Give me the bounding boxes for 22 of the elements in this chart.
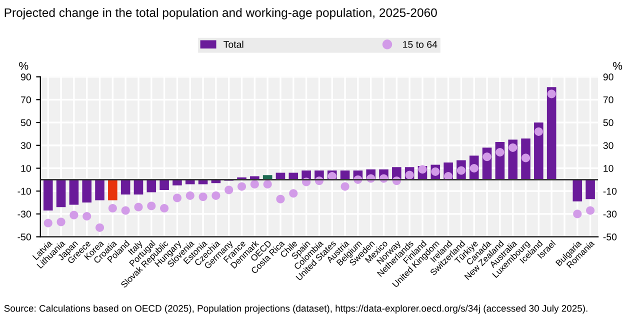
y-tick-label: 10 [21, 164, 31, 172]
y-tick-label: 90 [21, 74, 31, 80]
y2-tick-label: 30 [603, 142, 614, 149]
y-axis-title: % [19, 62, 28, 70]
y-tick-label: 70 [21, 96, 31, 104]
y2-tick-label: 90 [603, 74, 614, 80]
legend-label: 15 to 64 [403, 41, 438, 48]
y2-tick-label: 70 [603, 96, 614, 104]
y2-tick-label: -30 [603, 210, 617, 218]
chart-title: Projected change in the total population and working-age population, 2025-2060 [4, 8, 437, 20]
y2-axis-title: % [613, 62, 622, 70]
y2-tick-label: -10 [603, 188, 617, 195]
source-note: Source: Calculations based on OECD (2025), Population projections (dataset), https://data-explorer.oecd.org/s/34j (accessed 30 July 2025). [4, 304, 588, 314]
y-tick-label: -30 [18, 210, 31, 218]
y2-tick-label: 10 [604, 164, 614, 172]
y-tick-label: 50 [20, 119, 31, 126]
y2-tick-label: -50 [603, 234, 617, 240]
y-tick-label: -50 [18, 234, 31, 240]
y-tick-label: -10 [18, 188, 31, 195]
y-tick-label: 30 [20, 142, 31, 149]
legend-label: Total [224, 40, 244, 48]
y2-tick-label: 50 [603, 119, 614, 126]
